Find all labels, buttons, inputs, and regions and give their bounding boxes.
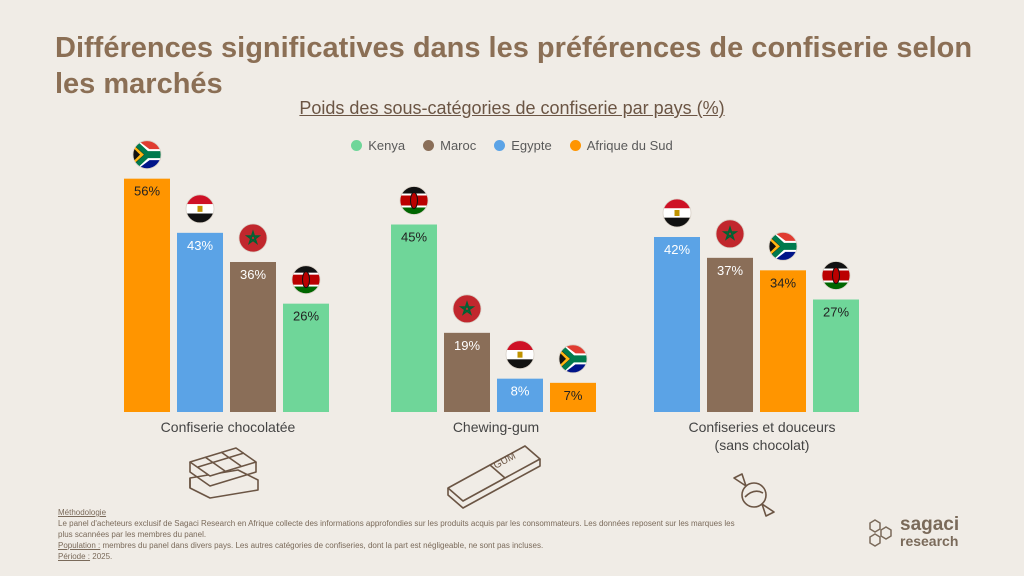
chocolate-bar-icon: [189, 447, 259, 499]
legend-label-kenya: Kenya: [368, 138, 406, 153]
bar-confiserie-chocolat-e-egypte: [177, 232, 223, 412]
legend-item-kenya: Kenya: [351, 138, 405, 153]
flag-confiserie-chocolat-e-egypte: [185, 194, 215, 224]
flag-chewing-gum-egypte: [505, 340, 535, 370]
data-label-confiseries-et-douceurs-sans-chocolat-afrique-du-sud: 34%: [770, 275, 796, 290]
legend-dot-maroc: [423, 140, 435, 151]
flag-confiseries-et-douceurs-sans-chocolat-egypte: [662, 198, 692, 228]
bar-confiserie-chocolat-e-kenya: [283, 303, 329, 412]
data-label-confiserie-chocolat-e-maroc: 36%: [240, 267, 266, 282]
bar-chewing-gum-egypte: [497, 378, 543, 412]
legend-item-maroc: Maroc: [423, 138, 476, 153]
flag-confiseries-et-douceurs-sans-chocolat-afrique-du-sud: [768, 231, 798, 261]
flag-confiseries-et-douceurs-sans-chocolat-kenya: [821, 261, 851, 290]
bar-chewing-gum-kenya: [391, 224, 437, 412]
data-label-chewing-gum-afrique-du-sud: 7%: [564, 388, 583, 403]
legend-label-egypte: Egypte: [511, 138, 552, 153]
legend-label-afrique-du-sud: Afrique du Sud: [586, 138, 673, 153]
bar-chewing-gum-afrique-du-sud: [550, 382, 596, 412]
data-label-chewing-gum-egypte: 8%: [511, 384, 530, 399]
period-text: 2025.: [90, 552, 113, 561]
flag-chewing-gum-kenya: [399, 186, 429, 215]
chart-legend: Kenya Maroc Egypte Afrique du Sud: [0, 138, 1024, 153]
svg-text:GUM: GUM: [492, 451, 518, 472]
hexagon-logo-icon: [869, 519, 892, 547]
bar-chewing-gum-maroc: [444, 332, 490, 412]
legend-dot-kenya: [351, 140, 363, 151]
data-label-confiseries-et-douceurs-sans-chocolat-egypte: 42%: [664, 242, 690, 257]
category-label-confiseries-et-douceurs-sans-chocolat: Confiseries et douceurs (sans chocolat): [688, 419, 835, 453]
bar-confiserie-chocolat-e-afrique-du-sud: [124, 178, 170, 412]
legend-dot-afrique-du-sud: [569, 140, 581, 151]
methodology-text: Le panel d'acheteurs exclusif de Sagaci …: [58, 519, 735, 539]
period-label: Période :: [58, 552, 91, 561]
flag-confiserie-chocolat-e-maroc: [238, 223, 268, 253]
flag-chewing-gum-maroc: [452, 294, 482, 324]
logo-line1: sagaci: [900, 514, 960, 535]
bar-confiseries-et-douceurs-sans-chocolat-afrique-du-sud: [760, 270, 806, 412]
flag-confiserie-chocolat-e-afrique-du-sud: [132, 140, 162, 170]
flag-chewing-gum-afrique-du-sud: [558, 344, 588, 374]
data-label-chewing-gum-kenya: 45%: [401, 230, 427, 245]
bar-confiseries-et-douceurs-sans-chocolat-egypte: [654, 237, 700, 412]
bar-confiserie-chocolat-e-maroc: [230, 262, 276, 412]
candy-icon: [733, 473, 775, 517]
bar-confiseries-et-douceurs-sans-chocolat-kenya: [813, 299, 859, 412]
sagaci-logo: sagaci research: [868, 514, 960, 549]
category-label-confiserie-chocolat-e: Confiserie chocolatée: [161, 419, 296, 435]
population-label: Population :: [58, 541, 101, 550]
data-label-confiserie-chocolat-e-egypte: 43%: [187, 238, 213, 253]
logo-line2: research: [900, 533, 959, 549]
flag-confiserie-chocolat-e-kenya: [291, 265, 321, 295]
methodology-footnote: Méthodologie Le panel d'acheteurs exclus…: [58, 507, 748, 562]
legend-label-maroc: Maroc: [440, 138, 477, 153]
legend-item-egypte: Egypte: [494, 138, 552, 153]
population-text: membres du panel dans divers pays. Les a…: [100, 541, 544, 550]
data-label-chewing-gum-maroc: 19%: [454, 338, 480, 353]
data-label-confiseries-et-douceurs-sans-chocolat-maroc: 37%: [717, 263, 743, 278]
bar-confiseries-et-douceurs-sans-chocolat-maroc: [707, 257, 753, 412]
data-label-confiserie-chocolat-e-kenya: 26%: [293, 309, 319, 324]
flag-confiseries-et-douceurs-sans-chocolat-maroc: [715, 219, 745, 249]
methodology-label: Méthodologie: [58, 508, 107, 517]
chewing-gum-icon: GUM: [447, 445, 541, 509]
data-label-confiserie-chocolat-e-afrique-du-sud: 56%: [134, 184, 160, 199]
category-label-chewing-gum: Chewing-gum: [453, 419, 539, 435]
legend-dot-egypte: [494, 140, 506, 151]
chart-subtitle: Poids des sous-catégories de confiserie …: [299, 98, 725, 118]
page-title: Différences significatives dans les préf…: [55, 32, 973, 100]
data-label-confiseries-et-douceurs-sans-chocolat-kenya: 27%: [823, 305, 849, 320]
legend-item-afrique-du-sud: Afrique du Sud: [569, 138, 673, 153]
